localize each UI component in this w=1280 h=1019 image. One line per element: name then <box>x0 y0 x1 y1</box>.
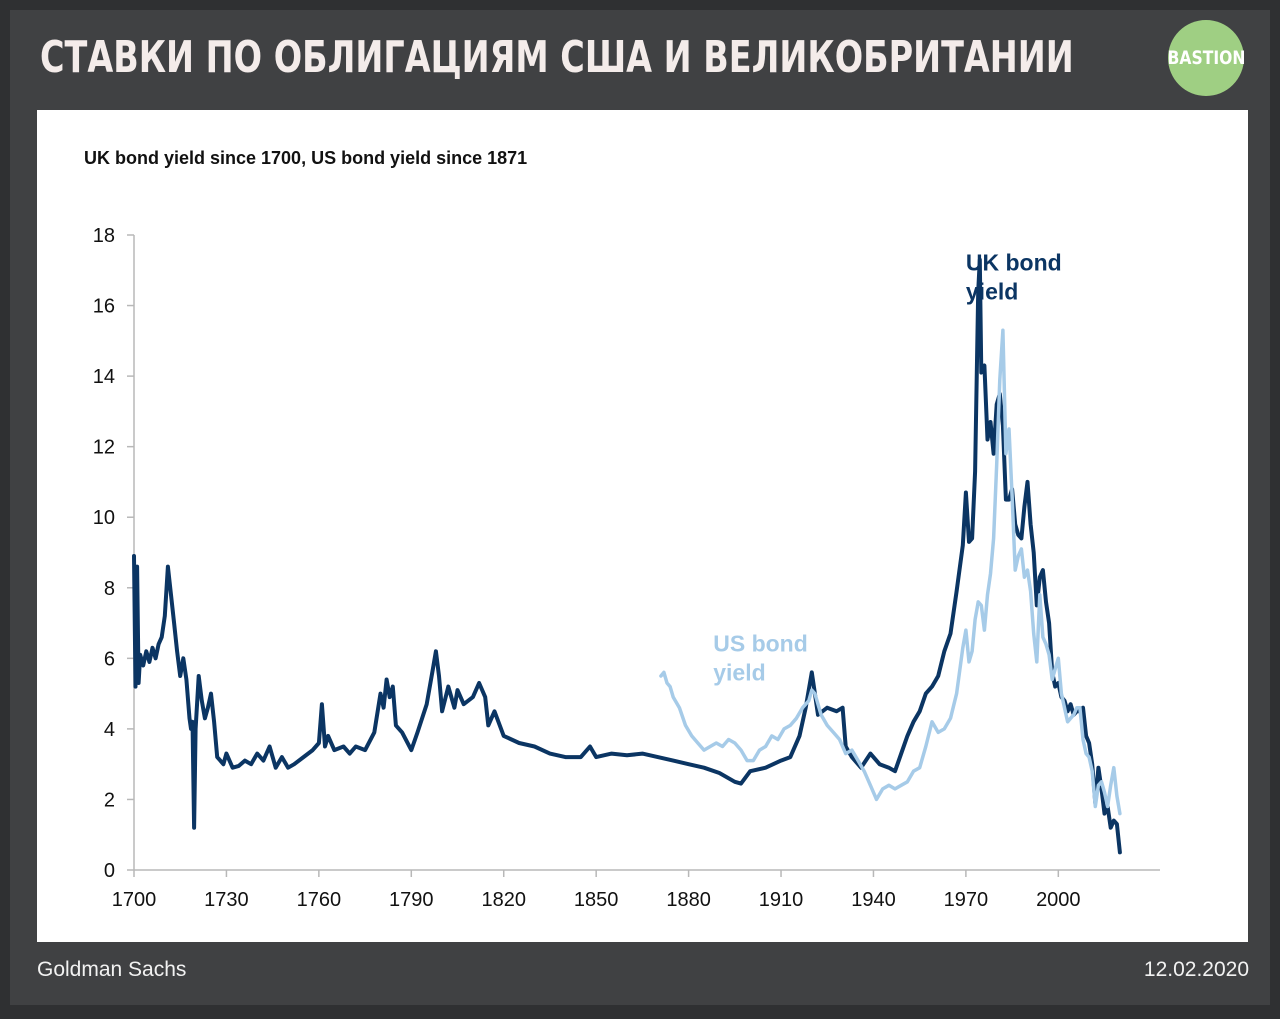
y-tick-label: 14 <box>93 366 115 388</box>
y-tick-label: 12 <box>93 437 115 459</box>
x-tick-label: 1940 <box>851 889 896 911</box>
chart-panel: UK bond yield since 1700, US bond yield … <box>37 110 1248 942</box>
y-tick-label: 8 <box>104 578 115 600</box>
y-tick-label: 0 <box>104 860 115 882</box>
x-tick-label: 2000 <box>1036 889 1081 911</box>
y-tick-label: 4 <box>104 719 115 741</box>
uk-bond-yield-line <box>132 257 1122 855</box>
us-bond-yield-line <box>659 328 1122 816</box>
uk-series-label: UK bond yield <box>966 249 1062 304</box>
x-tick-label: 1850 <box>574 889 619 911</box>
uk-series-label-line: yield <box>966 278 1018 304</box>
us-series-label-line: US bond <box>713 630 808 656</box>
x-tick-label: 1700 <box>112 889 157 911</box>
source-label: Goldman Sachs <box>37 958 187 981</box>
x-tick-label: 1760 <box>297 889 342 911</box>
y-tick-label: 18 <box>93 225 115 247</box>
y-tick-label: 10 <box>93 507 115 529</box>
date-label: 12.02.2020 <box>1143 958 1249 981</box>
y-tick-label: 6 <box>104 648 115 670</box>
bastion-logo: BASTION <box>1167 20 1245 96</box>
uk-series-label-line: UK bond <box>966 249 1062 275</box>
x-tick-label: 1790 <box>389 889 434 911</box>
y-tick-label: 16 <box>93 296 115 318</box>
x-tick-label: 1820 <box>481 889 526 911</box>
y-tick-label: 2 <box>104 789 115 811</box>
us-series-label: US bond yield <box>713 630 808 685</box>
chart-title: UK bond yield since 1700, US bond yield … <box>84 148 528 168</box>
us-series-label-line: yield <box>713 659 765 685</box>
x-tick-label: 1910 <box>759 889 804 911</box>
page-title: СТАВКИ ПО ОБЛИГАЦИЯМ США И ВЕЛИКОБРИТАНИ… <box>40 32 1074 83</box>
bond-yield-chart: 0 2 4 6 8 10 12 14 16 18 1700 1730 1760 1790 1820 1850 1… <box>93 225 1160 911</box>
x-tick-label: 1730 <box>204 889 249 911</box>
x-tick-label: 1880 <box>666 889 711 911</box>
x-tick-label: 1970 <box>944 889 989 911</box>
logo-text: BASTION <box>1167 47 1245 69</box>
